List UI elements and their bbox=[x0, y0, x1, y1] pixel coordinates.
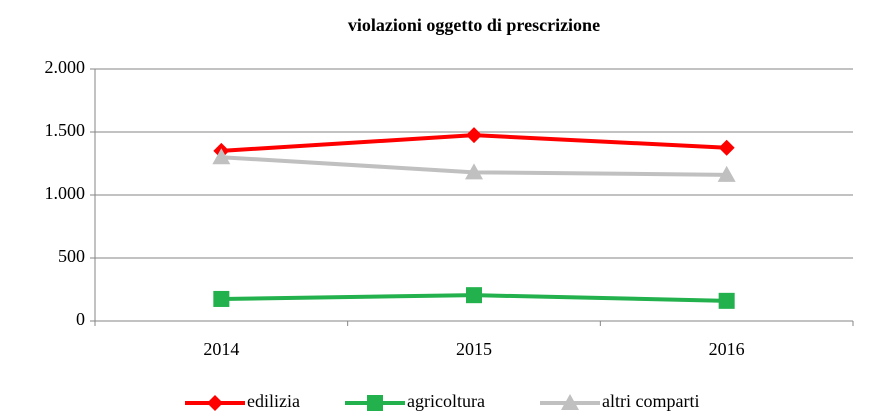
marker bbox=[466, 287, 482, 304]
y-tick-label: 1.000 bbox=[45, 183, 86, 203]
chart-title: violazioni oggetto di prescrizione bbox=[348, 15, 600, 35]
x-tick-label: 2014 bbox=[203, 339, 239, 359]
legend-label: agricoltura bbox=[407, 391, 485, 411]
marker bbox=[465, 163, 483, 180]
legend-marker bbox=[367, 395, 383, 411]
y-tick-label: 0 bbox=[76, 309, 85, 329]
marker bbox=[717, 165, 736, 182]
y-tick-label: 500 bbox=[58, 246, 85, 266]
x-tick-label: 2015 bbox=[456, 339, 492, 359]
marker bbox=[718, 292, 735, 309]
legend-label: altri comparti bbox=[602, 391, 699, 411]
x-tick-label: 2016 bbox=[709, 339, 745, 359]
y-tick-label: 2.000 bbox=[45, 57, 86, 77]
marker bbox=[718, 139, 735, 156]
legend-label: edilizia bbox=[247, 391, 300, 411]
marker bbox=[466, 127, 482, 144]
y-tick-label: 1.500 bbox=[45, 120, 86, 140]
legend-marker bbox=[207, 395, 223, 411]
legend-marker bbox=[561, 394, 579, 410]
marker bbox=[213, 290, 230, 307]
marker bbox=[212, 148, 231, 165]
